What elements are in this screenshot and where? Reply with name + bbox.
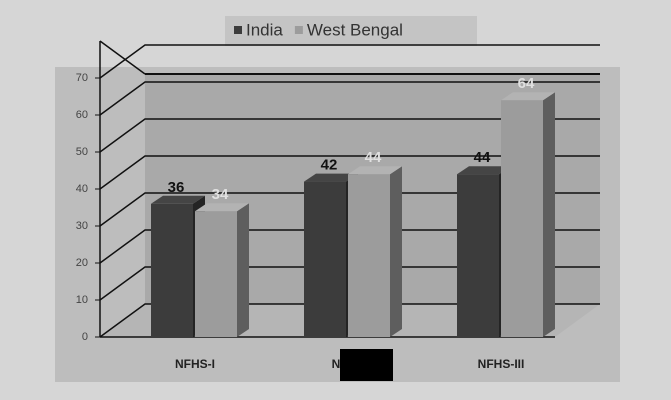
y-tick-label: 60: [76, 109, 88, 121]
x-tick-label: NFHS-I: [175, 357, 215, 371]
bar: [457, 174, 499, 337]
y-tick-label: 70: [76, 72, 88, 84]
grid-line: [99, 81, 600, 116]
y-tick-label: 30: [76, 220, 88, 232]
legend-swatch: [234, 26, 242, 34]
bar-top: [501, 92, 555, 101]
data-label: 44: [365, 149, 382, 166]
bar-side: [543, 92, 555, 337]
data-label: 64: [518, 75, 535, 92]
grid-line: [99, 155, 600, 190]
data-label: 34: [212, 186, 229, 203]
bar: [151, 203, 193, 337]
wall-top-diag: [99, 40, 146, 75]
bar-top: [304, 173, 358, 182]
grid-line: [99, 192, 600, 227]
bar-top: [348, 166, 402, 175]
data-label: 42: [321, 157, 338, 174]
data-label: 44: [474, 149, 491, 166]
bar: [348, 174, 390, 337]
bar-top: [151, 195, 205, 204]
y-tick-label: 50: [76, 146, 88, 158]
data-label: 36: [168, 179, 185, 196]
bar: [501, 100, 543, 337]
legend-box: [225, 16, 477, 46]
y-tick-label: 0: [82, 331, 88, 343]
grid-line: [99, 303, 600, 338]
x-tick-label: NFHS-III: [478, 357, 525, 371]
y-tick-label: 20: [76, 257, 88, 269]
grid-line: [99, 118, 600, 153]
bar: [195, 211, 237, 337]
grid-line: [99, 44, 600, 79]
bar-side: [237, 203, 249, 337]
bar-top: [457, 166, 511, 175]
y-tick-label: 10: [76, 294, 88, 306]
y-tick-label: 40: [76, 183, 88, 195]
legend-label: India: [246, 20, 283, 39]
legend-label: West Bengal: [307, 20, 403, 39]
bar-top: [195, 203, 249, 212]
bar-side: [390, 166, 402, 337]
grid-line: [99, 229, 600, 264]
redaction: [340, 349, 393, 381]
legend-swatch: [294, 26, 303, 34]
bar: [304, 181, 346, 337]
grid-line: [99, 266, 600, 301]
